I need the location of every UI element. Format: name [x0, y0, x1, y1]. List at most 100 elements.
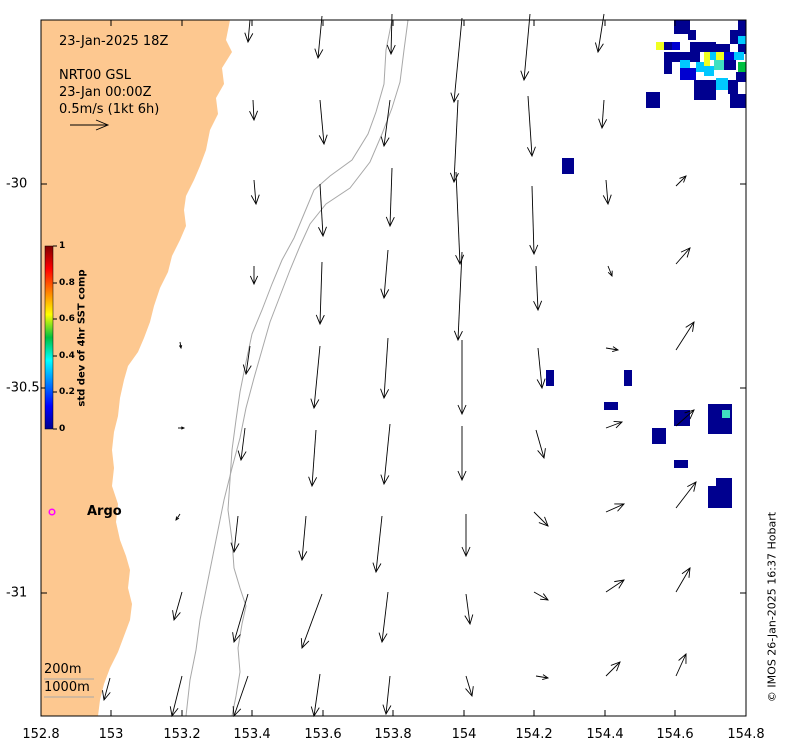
colorbar-tick-label: 0.2: [59, 387, 75, 397]
product-time: 23-Jan 00:00Z: [59, 85, 152, 100]
current-vector-arrow: [535, 429, 546, 460]
x-tick-label: 154.6: [656, 727, 694, 742]
x-tick-label: 153.2: [163, 727, 201, 742]
current-vector-arrow: [378, 591, 389, 644]
sst-stddev-cell: [680, 68, 696, 80]
sst-stddev-cell: [724, 52, 734, 60]
current-vector-arrow: [380, 99, 391, 148]
current-vector-arrow: [249, 266, 259, 286]
current-vector-arrow: [380, 249, 390, 300]
scale-label: 0.5m/s (1kt 6h): [59, 102, 160, 117]
current-vector-arrow: [605, 661, 621, 677]
date-title: 23-Jan-2025 18Z: [59, 34, 169, 49]
sst-stddev-cell: [680, 60, 690, 68]
sst-stddev-cell: [652, 428, 666, 444]
sst-stddev-cell: [704, 52, 710, 66]
current-vector-arrow: [529, 185, 539, 256]
argo-marker: [48, 508, 56, 516]
current-vector-arrow: [298, 515, 308, 562]
current-vector-arrow: [178, 341, 183, 350]
current-vector-arrow: [242, 345, 252, 376]
current-vector-arrow: [453, 251, 463, 342]
current-vector-arrow: [465, 675, 474, 698]
current-vector-arrow: [300, 593, 323, 650]
x-tick-label: 153.8: [374, 727, 412, 742]
current-vector-arrow: [232, 675, 249, 718]
colorbar-tick-label: 0.8: [59, 278, 75, 288]
current-vector-arrow: [535, 674, 550, 680]
current-vector-arrow: [605, 421, 624, 429]
x-tick-label: 153.4: [233, 727, 271, 742]
x-tick-label: 153: [98, 727, 124, 742]
current-vector-arrow: [675, 653, 687, 677]
sst-stddev-cell: [562, 158, 574, 174]
current-vector-arrow: [675, 409, 695, 427]
sst-stddev-cell: [696, 62, 704, 72]
sst-stddev-cell: [708, 486, 732, 508]
current-vector-arrow: [310, 673, 321, 718]
current-vector-arrow: [372, 515, 383, 574]
x-tick-label: 154.4: [586, 727, 624, 742]
sst-stddev-cell: [716, 44, 730, 52]
current-vector-arrow: [318, 99, 328, 146]
sst-stddev-cell: [664, 42, 672, 50]
current-vector-arrow: [380, 423, 391, 486]
current-vector-arrow: [175, 513, 181, 521]
current-vector-arrow: [457, 340, 467, 416]
sst-stddev-cell: [738, 20, 746, 30]
sst-stddev-cell: [738, 62, 746, 72]
contour-200m: [227, 19, 393, 717]
current-vector-arrow: [598, 99, 608, 130]
current-vector-arrow: [605, 346, 620, 352]
current-vector-arrow: [464, 593, 474, 626]
current-vector-arrow: [675, 321, 695, 351]
colorbar-tick-label: 0.4: [59, 351, 75, 361]
x-tick-label: 154.8: [727, 727, 765, 742]
sst-stddev-cell: [546, 370, 554, 386]
current-vector-arrow: [526, 95, 536, 158]
x-tick-label: 152.8: [22, 727, 60, 742]
sst-stddev-cell: [730, 94, 746, 108]
sst-stddev-cell: [690, 52, 700, 62]
sst-stddev-cell: [664, 52, 680, 62]
contour-1000m: [185, 19, 409, 717]
current-vector-arrow: [602, 179, 612, 206]
current-vector-arrow: [607, 265, 613, 278]
sst-stddev-cell: [728, 80, 738, 94]
current-vector-arrow: [249, 99, 259, 122]
current-vector-arrow: [457, 426, 467, 482]
current-vector-arrow: [385, 167, 395, 228]
current-vector-arrow: [520, 13, 531, 82]
argo-label: Argo: [87, 504, 122, 519]
current-vector-arrow: [314, 15, 324, 60]
sst-stddev-cell: [716, 78, 728, 90]
current-vector-arrow: [310, 345, 321, 410]
current-vector-arrow: [533, 591, 549, 601]
current-vector-arrow: [536, 347, 546, 390]
sst-stddev-cell: [690, 42, 704, 52]
current-vector-arrow: [675, 247, 691, 265]
sst-stddev-cell: [704, 42, 716, 52]
current-vector-arrow: [172, 591, 183, 622]
current-vector-arrow: [380, 337, 390, 400]
colorbar-tick-label: 0: [59, 424, 66, 434]
credit-text: © IMOS 26-Jan-2025 16:37 Hobart: [765, 511, 779, 703]
current-vector-arrow: [605, 503, 626, 513]
sst-stddev-cell: [738, 44, 746, 54]
sst-stddev-cell: [680, 52, 690, 60]
colorbar-ticks: [53, 245, 57, 430]
y-tick-label: -30.5: [6, 380, 40, 396]
current-vector-arrow: [450, 17, 463, 104]
x-tick-label: 153.6: [304, 727, 342, 742]
sst-stddev-cell: [674, 460, 688, 468]
sst-stddev-cell: [736, 72, 746, 82]
sst-stddev-cell: [604, 402, 618, 410]
sst-stddev-cell: [716, 478, 732, 488]
sst-stddev-cell: [624, 370, 632, 386]
product-label: NRT00 GSL: [59, 68, 131, 83]
y-tick-label: -31: [6, 585, 28, 601]
current-vectors: [102, 13, 697, 718]
x-tick-label: 154: [451, 727, 477, 742]
colorbar-tick-label: 1: [59, 241, 66, 251]
